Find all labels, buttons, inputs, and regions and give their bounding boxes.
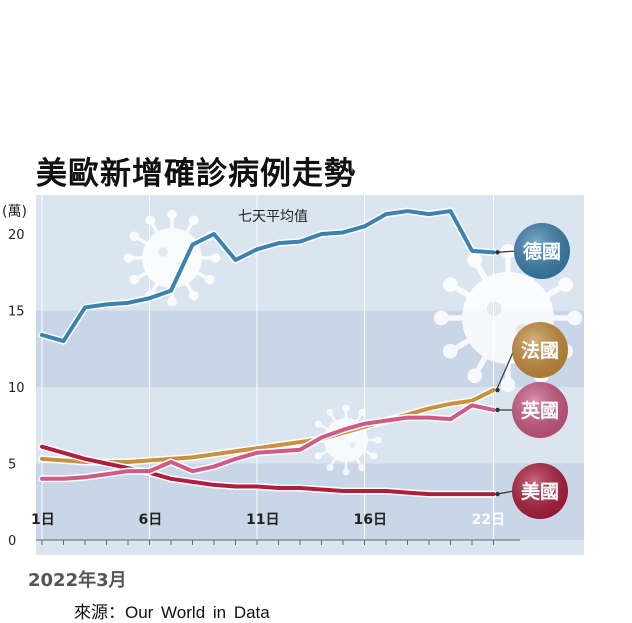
series-label: 法國	[521, 339, 559, 362]
x-tick-label: 1日	[31, 512, 55, 528]
y-tick-label: 5	[8, 458, 16, 473]
leader-dot	[495, 388, 499, 392]
x-tick-label: 16日	[354, 512, 387, 528]
y-tick-label: 0	[8, 534, 16, 549]
y-axis-label: (萬)	[2, 204, 27, 220]
y-tick-label: 20	[8, 228, 25, 243]
x-tick-label: 6日	[139, 512, 163, 528]
source-note: 來源：Our World in Data	[74, 598, 270, 623]
leader-dot	[495, 408, 499, 412]
y-tick-label: 10	[8, 381, 25, 396]
leader-dot	[495, 250, 499, 254]
leader-dot	[495, 492, 499, 496]
date-label: 2022年3月	[28, 566, 127, 592]
y-tick-label: 15	[8, 305, 25, 320]
series-label: 英國	[521, 399, 559, 422]
x-tick-label: 22日	[472, 512, 505, 528]
chart-subtitle: 七天平均值	[238, 209, 308, 225]
series-label: 美國	[521, 480, 559, 503]
x-tick-label: 11日	[246, 512, 279, 528]
series-label: 德國	[523, 240, 561, 263]
